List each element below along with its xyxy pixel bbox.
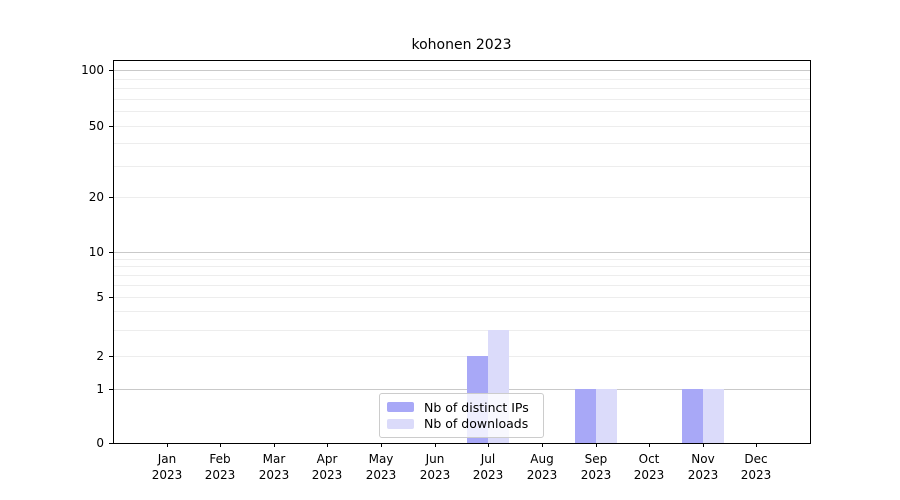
y-tick-mark (109, 70, 113, 71)
x-axis-tick-label: Aug 2023 (526, 452, 558, 482)
x-axis-tick-label: Oct 2023 (633, 452, 665, 482)
y-axis-tick-label: 100 (81, 63, 104, 77)
bar-distinct-ips (574, 389, 596, 443)
x-axis-tick-label: Sep 2023 (580, 452, 612, 482)
y-tick-mark (109, 356, 113, 357)
legend-swatch-distinct-ips (387, 402, 414, 413)
x-tick-mark (649, 443, 650, 447)
x-tick-mark (381, 443, 382, 447)
x-tick-mark (220, 443, 221, 447)
x-axis-tick-label: May 2023 (365, 452, 397, 482)
x-axis-tick-label: Jan 2023 (151, 452, 183, 482)
x-axis-tick-label: Feb 2023 (204, 452, 236, 482)
chart-title: kohonen 2023 (411, 37, 512, 53)
y-gridline-minor (113, 275, 810, 276)
y-gridline-minor (113, 297, 810, 298)
y-gridline-minor (113, 79, 810, 80)
y-gridline-minor (113, 143, 810, 144)
y-gridline-major (113, 389, 810, 390)
x-tick-mark (542, 443, 543, 447)
x-tick-mark (703, 443, 704, 447)
x-tick-mark (167, 443, 168, 447)
x-axis-tick-label: Jun 2023 (419, 452, 451, 482)
y-tick-mark (109, 252, 113, 253)
x-tick-mark (488, 443, 489, 447)
legend-label-downloads: Nb of downloads (424, 416, 529, 432)
x-axis-tick-label: Dec 2023 (740, 452, 772, 482)
y-axis-tick-label: 20 (88, 190, 104, 204)
y-axis-tick-label: 50 (88, 119, 104, 133)
legend: Nb of distinct IPs Nb of downloads (379, 393, 544, 438)
x-axis-tick-label: Nov 2023 (687, 452, 719, 482)
y-gridline-minor (113, 285, 810, 286)
y-axis-tick-label: 2 (96, 349, 104, 363)
y-gridline-major (113, 252, 810, 253)
legend-label-distinct-ips: Nb of distinct IPs (424, 399, 529, 415)
y-gridline-minor (113, 126, 810, 127)
y-axis-tick-label: 0 (96, 436, 104, 450)
x-tick-mark (274, 443, 275, 447)
legend-entry-downloads: Nb of downloads (387, 416, 534, 433)
y-axis-tick-label: 1 (96, 382, 104, 396)
y-gridline-minor (113, 311, 810, 312)
legend-swatch-downloads (387, 418, 414, 429)
y-gridline-minor (113, 111, 810, 112)
x-axis-tick-label: Apr 2023 (311, 452, 343, 482)
y-gridline-major (113, 70, 810, 71)
y-tick-mark (109, 126, 113, 127)
y-axis-tick-label: 5 (96, 290, 104, 304)
y-gridline-minor (113, 99, 810, 100)
x-tick-mark (756, 443, 757, 447)
y-gridline-minor (113, 166, 810, 167)
y-gridline-minor (113, 88, 810, 89)
y-tick-mark (109, 389, 113, 390)
y-gridline-minor (113, 259, 810, 260)
bar-distinct-ips (681, 389, 703, 443)
legend-entry-distinct-ips: Nb of distinct IPs (387, 399, 534, 416)
y-axis-tick-label: 10 (88, 245, 104, 259)
y-gridline-minor (113, 330, 810, 331)
x-axis-tick-label: Mar 2023 (258, 452, 290, 482)
x-tick-mark (435, 443, 436, 447)
x-axis-tick-label: Jul 2023 (472, 452, 504, 482)
bar-downloads (702, 389, 724, 443)
y-gridline-minor (113, 197, 810, 198)
y-gridline-minor (113, 356, 810, 357)
y-tick-mark (109, 297, 113, 298)
y-tick-mark (109, 443, 113, 444)
y-tick-mark (109, 197, 113, 198)
x-tick-mark (596, 443, 597, 447)
bar-downloads (595, 389, 617, 443)
x-tick-mark (327, 443, 328, 447)
y-gridline-minor (113, 266, 810, 267)
